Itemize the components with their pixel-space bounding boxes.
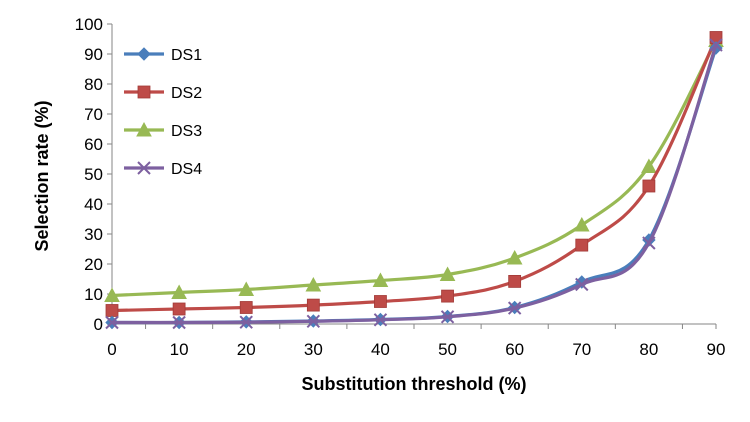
data-point-ds2	[575, 238, 589, 252]
x-tick-label: 40	[371, 340, 390, 359]
legend: DS1 DS2 DS3 DS4	[124, 47, 202, 178]
legend-label: DS4	[171, 161, 202, 178]
data-point-ds3	[171, 284, 187, 299]
data-point-ds2	[642, 179, 656, 193]
y-tick-label: 50	[84, 165, 103, 184]
axes: 0 10 20 30 40 50 60 70 80 90 100 0 10 20 30 40 50 60 70 80 9…	[75, 15, 726, 359]
data-point-ds2	[105, 304, 119, 317]
y-tick-label: 10	[84, 285, 103, 304]
legend-item-ds2: DS2	[124, 85, 202, 102]
data-point-ds4	[105, 315, 119, 330]
y-axis-title: Selection rate (%)	[32, 100, 52, 251]
x-tick-label: 70	[572, 340, 591, 359]
y-tick-label: 60	[84, 135, 103, 154]
y-tick-label: 90	[84, 45, 103, 64]
series-ds2	[105, 31, 723, 317]
legend-item-ds3: DS3	[124, 121, 202, 140]
legend-label: DS3	[171, 123, 202, 140]
legend-marker	[137, 47, 151, 61]
legend-marker	[137, 85, 151, 99]
data-point-ds3	[506, 249, 523, 265]
data-point-ds4	[373, 313, 388, 327]
x-tick-label: 20	[237, 340, 256, 359]
legend-label: DS1	[171, 47, 202, 64]
data-point-ds3	[238, 281, 255, 296]
data-point-ds3	[641, 158, 657, 173]
data-point-ds4	[507, 301, 522, 315]
series-line-ds4	[111, 44, 718, 325]
y-tick-label: 40	[84, 195, 103, 214]
x-tick-label: 0	[107, 340, 116, 359]
y-tick-label: 0	[94, 315, 103, 334]
y-tick-label: 30	[84, 225, 103, 244]
legend-marker	[137, 161, 151, 175]
legend-item-ds4: DS4	[124, 161, 202, 178]
x-tick-label: 30	[304, 340, 323, 359]
data-point-ds4	[440, 310, 455, 324]
y-tick-label: 100	[75, 15, 103, 34]
x-tick-label: 50	[438, 340, 457, 359]
legend-label: DS2	[171, 85, 202, 102]
legend-item-ds1: DS1	[124, 47, 202, 64]
data-point-ds2	[441, 289, 454, 303]
series-line-ds2	[111, 36, 718, 313]
data-point-ds3	[372, 272, 389, 287]
series-layer	[104, 31, 724, 330]
y-tick-label: 20	[84, 255, 103, 274]
data-point-ds2	[508, 274, 522, 288]
data-point-ds2	[306, 298, 320, 312]
data-point-ds4	[306, 314, 321, 329]
data-point-ds4	[239, 315, 253, 329]
data-point-ds4	[642, 236, 656, 250]
data-point-ds4	[172, 315, 186, 330]
x-tick-label: 90	[707, 340, 726, 359]
x-tick-label: 60	[505, 340, 524, 359]
data-point-ds3	[573, 216, 590, 232]
series-ds4	[105, 38, 723, 330]
data-point-ds3	[104, 287, 120, 302]
data-point-ds2	[239, 301, 253, 314]
series-line-ds3	[111, 39, 718, 298]
data-point-ds3	[305, 276, 322, 292]
data-point-ds2	[172, 302, 186, 316]
y-tick-label: 70	[84, 105, 103, 124]
data-point-ds2	[374, 295, 387, 308]
x-tick-label: 10	[170, 340, 189, 359]
data-point-ds4	[709, 38, 723, 52]
x-tick-label: 80	[639, 340, 658, 359]
series-line-ds1	[111, 47, 718, 325]
x-axis-title: Substitution threshold (%)	[302, 374, 527, 394]
data-point-ds3	[439, 266, 456, 281]
y-tick-label: 80	[84, 75, 103, 94]
data-point-ds4	[575, 277, 589, 292]
legend-marker	[136, 121, 152, 137]
